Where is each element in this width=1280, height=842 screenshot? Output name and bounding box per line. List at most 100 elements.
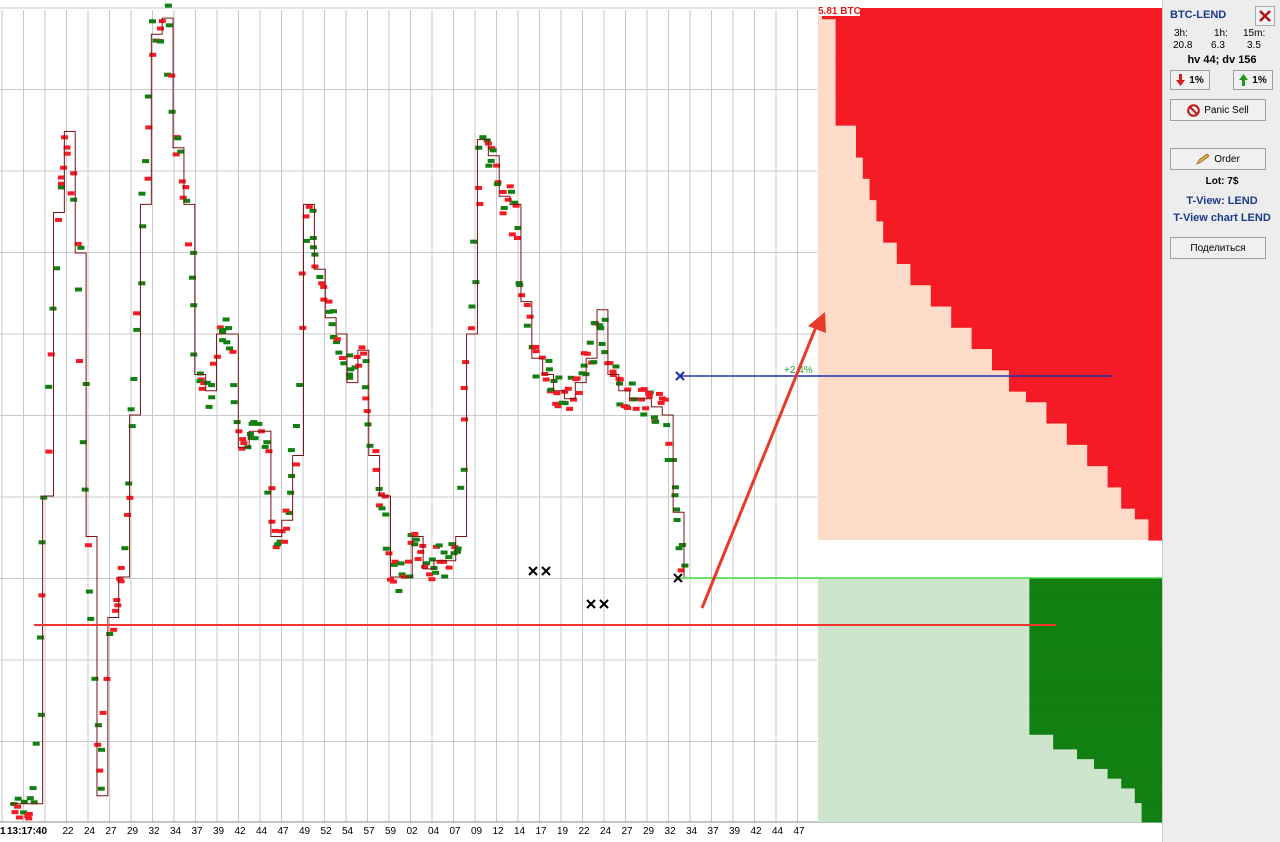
- buy-depth-bar: [1029, 587, 1162, 594]
- trade-dot: [165, 23, 173, 28]
- trade-dot: [616, 377, 624, 382]
- sell-depth-bar: [869, 188, 1162, 201]
- trade-dot: [94, 742, 102, 747]
- tview-chart-link[interactable]: T-View chart LEND: [1173, 212, 1271, 224]
- buy-percent-button[interactable]: 1%: [1233, 70, 1273, 90]
- trade-dot: [25, 811, 33, 816]
- trade-dot: [85, 589, 93, 594]
- trade-dot: [493, 163, 501, 168]
- buy-depth-bar: [1141, 802, 1162, 808]
- trade-dot: [110, 627, 118, 632]
- sell-depth-bar: [1046, 412, 1162, 424]
- sell-depth-bar: [1148, 518, 1162, 530]
- share-button[interactable]: Поделиться: [1170, 237, 1266, 259]
- trade-dot: [508, 189, 515, 194]
- trade-dot: [76, 359, 83, 363]
- buy-depth-bar: [1029, 617, 1162, 623]
- trade-dot: [441, 574, 449, 579]
- trade-dot: [103, 676, 111, 681]
- trade-dot: [172, 152, 180, 157]
- trade-dot: [251, 436, 259, 441]
- share-label: Поделиться: [1190, 242, 1246, 254]
- trade-dot: [554, 404, 562, 409]
- trade-dot: [255, 421, 263, 426]
- trade-dot: [575, 391, 583, 395]
- trade-dot: [79, 440, 87, 445]
- trade-dot: [378, 506, 386, 511]
- panic-sell-button[interactable]: Panic Sell: [1170, 99, 1266, 121]
- trade-dot: [671, 485, 679, 490]
- trade-dot: [152, 38, 160, 43]
- trade-dot: [264, 490, 272, 495]
- trade-dot: [219, 327, 227, 332]
- trade-dot: [362, 359, 370, 364]
- trade-dot: [432, 570, 440, 575]
- pair-title: BTC-LEND: [1170, 9, 1227, 21]
- trade-dot: [190, 352, 198, 357]
- tview-link[interactable]: T-View: LEND: [1186, 195, 1258, 207]
- trade-dot: [493, 182, 501, 187]
- trade-dot: [20, 799, 28, 804]
- trade-dot: [57, 181, 65, 186]
- buy-depth-bar: [1029, 704, 1162, 711]
- trade-dot: [460, 386, 468, 390]
- sell-depth-bar: [971, 327, 1162, 339]
- trade-dot: [391, 559, 399, 564]
- trade-dot: [226, 346, 233, 351]
- order-cross-icon: [586, 599, 596, 609]
- trade-dot: [121, 546, 129, 551]
- trade-dot: [411, 542, 419, 547]
- sell-depth-bar: [1107, 465, 1162, 477]
- trade-dot: [144, 94, 152, 99]
- trade-dot: [542, 377, 550, 382]
- sell-depth-bar: [1026, 391, 1162, 403]
- trade-dot: [208, 383, 216, 388]
- x-tick-label: 57: [363, 826, 375, 837]
- trade-dot: [302, 214, 310, 219]
- trade-dot: [20, 810, 28, 815]
- sell-depth-bar: [1121, 486, 1162, 499]
- x-tick-label: 47: [277, 826, 289, 837]
- x-tick-label: 37: [707, 826, 719, 837]
- trade-dot: [11, 810, 19, 815]
- trade-dot: [84, 543, 92, 548]
- trade-dot: [526, 314, 534, 319]
- trade-dot: [127, 407, 135, 412]
- trade-dot: [55, 217, 63, 222]
- trade-dot: [287, 490, 295, 495]
- trade-dot: [640, 387, 648, 392]
- close-button[interactable]: [1255, 6, 1275, 26]
- stat-1h-value: 6.3: [1211, 40, 1225, 51]
- stat-15m-label: 15m:: [1243, 28, 1266, 39]
- trade-dot: [209, 361, 217, 366]
- trade-dot: [532, 374, 540, 379]
- trade-dot: [632, 406, 640, 411]
- sell-depth-bar: [835, 82, 1162, 94]
- sell-percent-button[interactable]: 1%: [1170, 70, 1210, 90]
- sell-depth-bar: [835, 18, 1162, 30]
- trade-dot: [347, 367, 355, 372]
- trade-dot: [203, 380, 211, 385]
- trade-dot: [573, 376, 581, 381]
- trade-dot: [640, 412, 648, 417]
- trade-dot: [532, 344, 540, 349]
- order-button[interactable]: Order: [1170, 148, 1266, 170]
- trade-dot: [139, 224, 147, 229]
- hv-dv-label: hv 44; dv 156: [1187, 54, 1257, 66]
- buy-depth-bar: [1141, 812, 1162, 818]
- x-tick-label: 34: [170, 826, 182, 837]
- trade-dot: [467, 326, 475, 331]
- buy-depth-bar: [1029, 651, 1162, 657]
- buy-depth-bar: [1121, 778, 1162, 784]
- trade-dot: [133, 327, 141, 332]
- trade-dot: [94, 723, 102, 728]
- trade-dot: [583, 351, 591, 356]
- x-tick-label: 24: [84, 826, 96, 837]
- buy-depth-bar: [1029, 656, 1162, 662]
- trade-dot: [664, 458, 672, 462]
- sell-depth-bar: [876, 199, 1162, 211]
- side-panel: BTC-LEND 3h: 1h: 15m: 20.8 6.3 3.5 hv 44…: [1162, 0, 1280, 842]
- buy-depth-bar: [1029, 714, 1162, 721]
- trade-dot: [398, 572, 406, 577]
- price-chart[interactable]: +2.4% 5.81 BTC 2224272932343739424447495…: [0, 0, 1162, 842]
